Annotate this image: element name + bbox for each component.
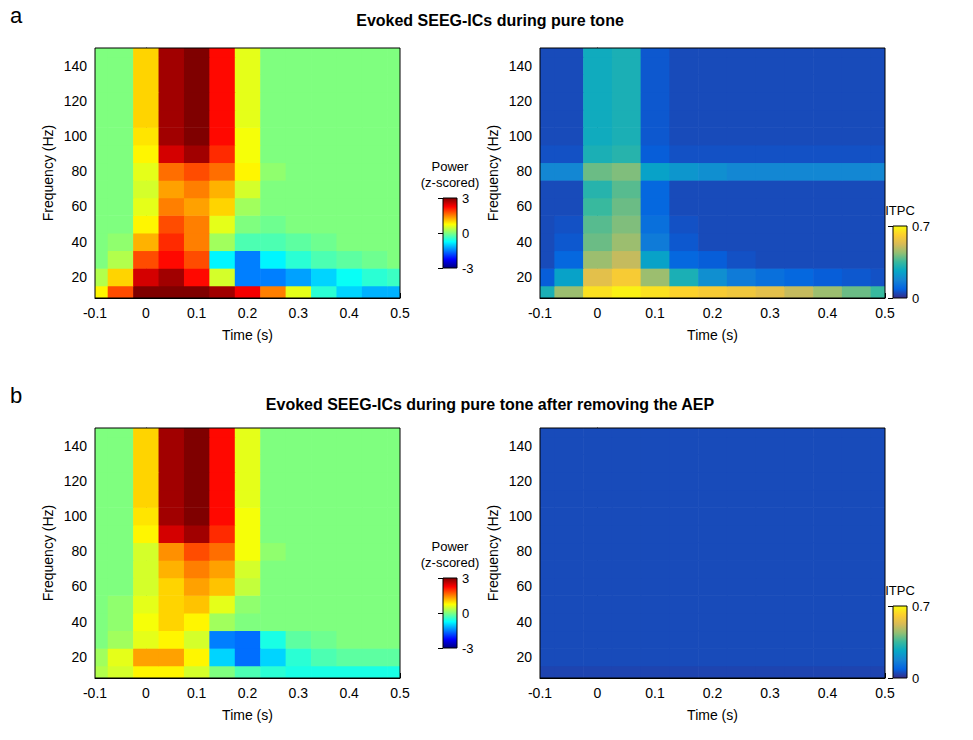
svg-text:Time (s): Time (s)	[687, 707, 738, 723]
svg-text:0.1: 0.1	[645, 305, 665, 321]
svg-text:Time (s): Time (s)	[222, 707, 273, 723]
svg-text:0: 0	[912, 671, 919, 686]
svg-text:Frequency (Hz): Frequency (Hz)	[485, 125, 501, 221]
svg-text:120: 120	[509, 93, 533, 109]
svg-text:0.1: 0.1	[187, 305, 207, 321]
svg-text:40: 40	[71, 614, 87, 630]
svg-text:40: 40	[516, 234, 532, 250]
svg-text:100: 100	[509, 508, 533, 524]
svg-text:0.3: 0.3	[289, 305, 309, 321]
svg-text:60: 60	[71, 198, 87, 214]
svg-text:0.4: 0.4	[339, 305, 359, 321]
svg-text:-3: -3	[462, 641, 474, 656]
svg-text:0.3: 0.3	[289, 685, 309, 701]
svg-text:Frequency (Hz): Frequency (Hz)	[40, 125, 56, 221]
svg-text:-0.1: -0.1	[528, 305, 552, 321]
svg-text:60: 60	[71, 578, 87, 594]
svg-text:(z-scored): (z-scored)	[421, 175, 480, 190]
svg-text:Time (s): Time (s)	[222, 327, 273, 343]
svg-text:-0.1: -0.1	[528, 685, 552, 701]
svg-text:3: 3	[462, 571, 469, 586]
svg-text:0: 0	[462, 226, 469, 241]
svg-text:a: a	[10, 3, 23, 28]
svg-text:-3: -3	[462, 261, 474, 276]
svg-text:0: 0	[912, 291, 919, 306]
svg-text:0.4: 0.4	[818, 685, 838, 701]
svg-text:ITPC: ITPC	[885, 583, 915, 598]
svg-text:120: 120	[509, 473, 533, 489]
svg-text:20: 20	[516, 269, 532, 285]
svg-text:(z-scored): (z-scored)	[421, 555, 480, 570]
svg-text:ITPC: ITPC	[885, 203, 915, 218]
svg-text:0.7: 0.7	[912, 599, 930, 614]
svg-text:120: 120	[64, 93, 88, 109]
svg-text:-0.1: -0.1	[83, 305, 107, 321]
svg-text:40: 40	[71, 234, 87, 250]
svg-text:0.1: 0.1	[187, 685, 207, 701]
svg-text:Evoked SEEG-ICs during pure to: Evoked SEEG-ICs during pure tone after r…	[266, 396, 715, 413]
svg-text:Power: Power	[432, 159, 470, 174]
svg-text:0: 0	[594, 685, 602, 701]
svg-text:20: 20	[71, 269, 87, 285]
svg-text:140: 140	[509, 58, 533, 74]
svg-text:Evoked SEEG-ICs during pure to: Evoked SEEG-ICs during pure tone	[356, 12, 624, 29]
svg-text:40: 40	[516, 614, 532, 630]
svg-text:0.2: 0.2	[703, 685, 723, 701]
svg-text:Frequency (Hz): Frequency (Hz)	[485, 505, 501, 601]
svg-text:100: 100	[509, 128, 533, 144]
svg-text:140: 140	[64, 58, 88, 74]
svg-text:100: 100	[64, 508, 88, 524]
svg-text:0.2: 0.2	[238, 305, 258, 321]
svg-text:80: 80	[516, 543, 532, 559]
svg-text:-0.1: -0.1	[83, 685, 107, 701]
svg-text:0: 0	[462, 606, 469, 621]
svg-text:0.7: 0.7	[912, 219, 930, 234]
svg-text:0.2: 0.2	[703, 305, 723, 321]
svg-text:100: 100	[64, 128, 88, 144]
svg-text:60: 60	[516, 198, 532, 214]
svg-text:0.3: 0.3	[760, 685, 780, 701]
svg-text:Frequency (Hz): Frequency (Hz)	[40, 505, 56, 601]
svg-text:0.2: 0.2	[238, 685, 258, 701]
svg-text:140: 140	[509, 438, 533, 454]
svg-text:0.5: 0.5	[390, 305, 410, 321]
svg-text:Power: Power	[432, 539, 470, 554]
svg-text:3: 3	[462, 191, 469, 206]
svg-text:80: 80	[516, 163, 532, 179]
svg-text:80: 80	[71, 163, 87, 179]
svg-text:0.3: 0.3	[760, 305, 780, 321]
svg-text:0.5: 0.5	[875, 305, 895, 321]
svg-text:80: 80	[71, 543, 87, 559]
svg-text:0.5: 0.5	[390, 685, 410, 701]
svg-text:0.5: 0.5	[875, 685, 895, 701]
svg-text:0: 0	[142, 305, 150, 321]
svg-text:20: 20	[71, 649, 87, 665]
svg-text:120: 120	[64, 473, 88, 489]
svg-text:0.4: 0.4	[818, 305, 838, 321]
svg-text:140: 140	[64, 438, 88, 454]
svg-text:Time (s): Time (s)	[687, 327, 738, 343]
svg-text:0: 0	[594, 305, 602, 321]
svg-text:60: 60	[516, 578, 532, 594]
svg-text:20: 20	[516, 649, 532, 665]
svg-text:0.1: 0.1	[645, 685, 665, 701]
svg-text:0.4: 0.4	[339, 685, 359, 701]
svg-text:0: 0	[142, 685, 150, 701]
svg-text:b: b	[10, 383, 22, 408]
